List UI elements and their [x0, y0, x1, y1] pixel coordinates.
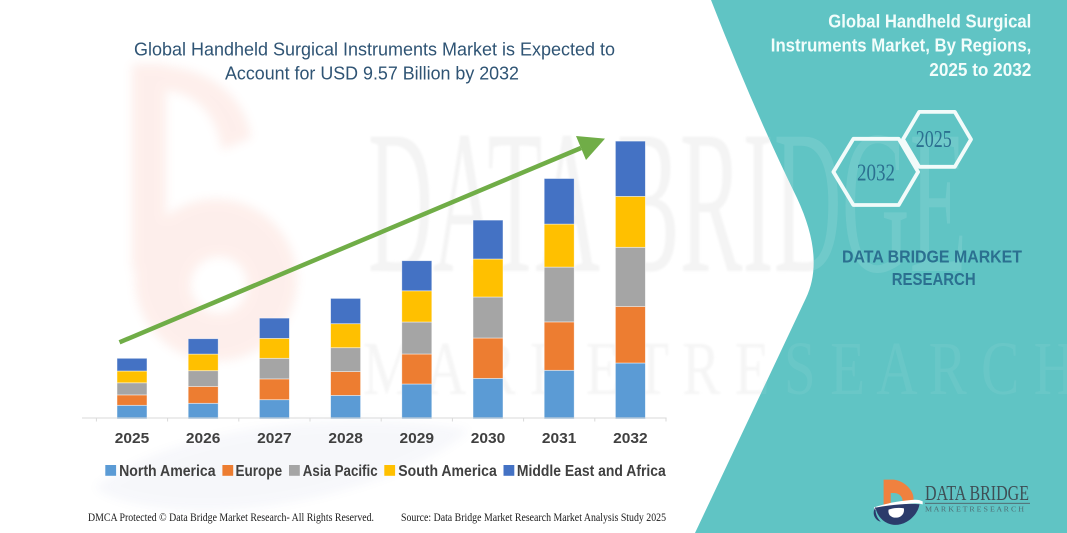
svg-text:DMCA Protected © Data Bridge M: DMCA Protected © Data Bridge Market Rese… — [88, 510, 374, 524]
svg-text:2028: 2028 — [328, 430, 363, 447]
svg-text:2025 to 2032: 2025 to 2032 — [929, 60, 1031, 80]
svg-text:Source: Data Bridge Market Res: Source: Data Bridge Market Research Mark… — [401, 510, 666, 524]
svg-text:2027: 2027 — [257, 430, 292, 447]
svg-text:2025: 2025 — [916, 127, 952, 153]
svg-text:Global Handheld Surgical: Global Handheld Surgical — [828, 11, 1031, 31]
svg-text:2031: 2031 — [542, 430, 577, 447]
svg-text:Asia Pacific: Asia Pacific — [303, 463, 378, 480]
svg-text:North America: North America — [119, 463, 216, 480]
svg-text:2032: 2032 — [613, 430, 648, 447]
svg-text:Middle East and Africa: Middle East and Africa — [517, 463, 666, 480]
svg-text:M A R K E T R E S E A R C H: M A R K E T R E S E A R C H — [925, 506, 1024, 514]
svg-text:South America: South America — [398, 463, 497, 480]
svg-text:2032: 2032 — [857, 161, 895, 187]
svg-text:Global Handheld Surgical Instr: Global Handheld Surgical Instruments Mar… — [134, 39, 615, 60]
svg-text:Europe: Europe — [236, 463, 283, 480]
svg-text:DATA BRIDGE: DATA BRIDGE — [925, 481, 1029, 505]
svg-text:DATA BRIDGE MARKET: DATA BRIDGE MARKET — [842, 247, 1022, 267]
svg-text:2025: 2025 — [115, 430, 150, 447]
svg-text:Account for USD 9.57 Billion b: Account for USD 9.57 Billion by 2032 — [225, 62, 519, 83]
svg-text:2029: 2029 — [400, 430, 435, 447]
svg-text:2026: 2026 — [186, 430, 221, 447]
svg-text:Instruments Market, By Regions: Instruments Market, By Regions, — [771, 35, 1032, 55]
svg-text:2030: 2030 — [471, 430, 506, 447]
svg-text:RESEARCH: RESEARCH — [892, 269, 976, 289]
